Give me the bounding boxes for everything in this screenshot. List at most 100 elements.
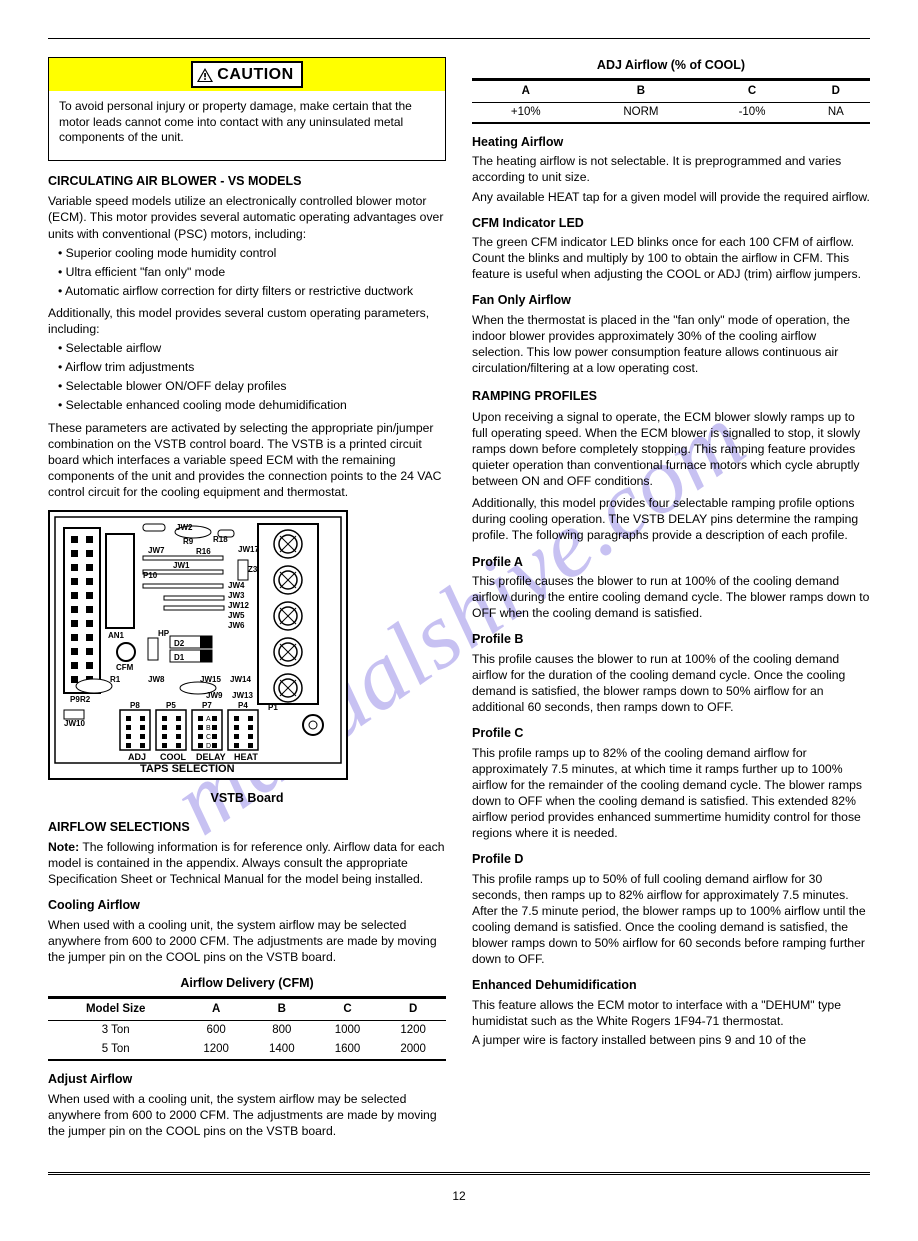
adj-airflow-table: A B C D +10% NORM -10% NA <box>472 78 870 124</box>
th: D <box>802 80 870 102</box>
svg-text:D2: D2 <box>174 639 185 648</box>
fanonly-sub-title: Fan Only Airflow <box>472 292 870 309</box>
left-column: CAUTION To avoid personal injury or prop… <box>48 57 446 1142</box>
right-column: ADJ Airflow (% of COOL) A B C D +10% NOR… <box>472 57 870 1142</box>
svg-text:JW6: JW6 <box>228 621 245 630</box>
cfm-para: The green CFM indicator LED blinks once … <box>472 234 870 282</box>
note-label: Note: <box>48 840 79 854</box>
td: NORM <box>579 102 702 123</box>
svg-text:JW10: JW10 <box>64 719 85 728</box>
svg-text:AN1: AN1 <box>108 631 125 640</box>
table-row: 3 Ton 600 800 1000 1200 <box>48 1020 446 1040</box>
svg-text:R16: R16 <box>196 547 211 556</box>
td: 2000 <box>380 1040 446 1060</box>
bullet: • Automatic airflow correction for dirty… <box>58 283 446 299</box>
td: -10% <box>702 102 801 123</box>
svg-text:JW2: JW2 <box>176 523 193 532</box>
table2-title: ADJ Airflow (% of COOL) <box>472 57 870 74</box>
profile-c-para: This profile ramps up to 82% of the cool… <box>472 745 870 842</box>
svg-text:A: A <box>206 716 211 723</box>
adjust-para: When used with a cooling unit, the syste… <box>48 1091 446 1139</box>
td: 3 Ton <box>48 1020 183 1040</box>
cooling-para: When used with a cooling unit, the syste… <box>48 917 446 965</box>
vs-intro2: Additionally, this model provides severa… <box>48 305 446 337</box>
svg-text:CFM: CFM <box>116 663 134 672</box>
bullet: • Selectable airflow <box>58 340 446 356</box>
th: A <box>472 80 579 102</box>
figure-caption: VSTB Board <box>48 790 446 807</box>
warning-triangle-icon <box>197 68 213 82</box>
profile-b-para: This profile causes the blower to run at… <box>472 651 870 715</box>
table-row: 5 Ton 1200 1400 1600 2000 <box>48 1040 446 1060</box>
table-row: +10% NORM -10% NA <box>472 102 870 123</box>
td: 1000 <box>315 1020 381 1040</box>
vs-intro: Variable speed models utilize an electro… <box>48 193 446 241</box>
airflow-delivery-table: Model Size A B C D 3 Ton 600 800 1000 12… <box>48 996 446 1062</box>
vstb-board-figure: JW2 R9R18 JW7R16JW17 JW1 P10 JW4Z3 JW3 J… <box>48 510 446 784</box>
bullet: • Selectable enhanced cooling mode dehum… <box>58 397 446 413</box>
svg-text:JW14: JW14 <box>230 675 251 684</box>
svg-text:JW7: JW7 <box>148 546 165 555</box>
svg-text:P5: P5 <box>166 701 176 710</box>
td: 5 Ton <box>48 1040 183 1060</box>
pcb-svg: JW2 R9R18 JW7R16JW17 JW1 P10 JW4Z3 JW3 J… <box>48 510 348 780</box>
svg-text:ADJ: ADJ <box>128 752 146 762</box>
svg-text:C: C <box>206 734 211 741</box>
svg-text:Z3: Z3 <box>248 565 258 574</box>
td: 1200 <box>380 1020 446 1040</box>
th: A <box>183 998 249 1020</box>
bottom-double-rule <box>48 1172 870 1175</box>
table1-title: Airflow Delivery (CFM) <box>48 975 446 992</box>
svg-text:R18: R18 <box>213 535 228 544</box>
heating-para1: The heating airflow is not selectable. I… <box>472 153 870 185</box>
svg-text:JW17: JW17 <box>238 545 259 554</box>
td: 800 <box>249 1020 315 1040</box>
svg-text:D: D <box>206 743 211 750</box>
bullet: • Selectable blower ON/OFF delay profile… <box>58 378 446 394</box>
profile-c-title: Profile C <box>472 725 870 742</box>
th: B <box>579 80 702 102</box>
svg-text:HP: HP <box>158 629 170 638</box>
svg-text:HEAT: HEAT <box>234 752 258 762</box>
td: 1600 <box>315 1040 381 1060</box>
caution-badge: CAUTION <box>191 61 302 88</box>
note-text: The following information is for referen… <box>48 840 445 886</box>
fanonly-para: When the thermostat is placed in the "fa… <box>472 312 870 376</box>
bullet: • Ultra efficient "fan only" mode <box>58 264 446 280</box>
airflow-section-title: AIRFLOW SELECTIONS <box>48 819 446 836</box>
bullet: • Airflow trim adjustments <box>58 359 446 375</box>
dehum-para2: A jumper wire is factory installed betwe… <box>472 1032 870 1048</box>
svg-text:JW1: JW1 <box>173 561 190 570</box>
ramping-section-title: RAMPING PROFILES <box>472 388 870 405</box>
svg-text:D1: D1 <box>174 653 185 662</box>
svg-text:COOL: COOL <box>160 752 187 762</box>
caution-box: CAUTION To avoid personal injury or prop… <box>48 57 446 161</box>
svg-text:JW12: JW12 <box>228 601 249 610</box>
svg-text:DELAY: DELAY <box>196 752 226 762</box>
svg-text:P1: P1 <box>268 703 278 712</box>
ramping-para1: Upon receiving a signal to operate, the … <box>472 409 870 489</box>
caution-body-text: To avoid personal injury or property dam… <box>49 91 445 160</box>
adjust-sub-title: Adjust Airflow <box>48 1071 446 1088</box>
bullet: • Superior cooling mode humidity control <box>58 245 446 261</box>
svg-text:JW8: JW8 <box>148 675 165 684</box>
svg-text:P7: P7 <box>202 701 212 710</box>
td: 600 <box>183 1020 249 1040</box>
svg-text:P8: P8 <box>130 701 140 710</box>
svg-text:JW5: JW5 <box>228 611 245 620</box>
caution-badge-text: CAUTION <box>217 64 293 85</box>
cfm-sub-title: CFM Indicator LED <box>472 215 870 232</box>
profile-d-title: Profile D <box>472 851 870 868</box>
profile-a-para: This profile causes the blower to run at… <box>472 573 870 621</box>
th: Model Size <box>48 998 183 1020</box>
svg-text:R1: R1 <box>110 675 121 684</box>
svg-text:R9: R9 <box>183 537 194 546</box>
td: +10% <box>472 102 579 123</box>
svg-text:JW13: JW13 <box>232 691 253 700</box>
svg-text:JW9: JW9 <box>206 691 223 700</box>
th: C <box>315 998 381 1020</box>
heating-para2: Any available HEAT tap for a given model… <box>472 189 870 205</box>
svg-text:P4: P4 <box>238 701 248 710</box>
svg-text:JW4: JW4 <box>228 581 245 590</box>
svg-text:B: B <box>206 725 211 732</box>
